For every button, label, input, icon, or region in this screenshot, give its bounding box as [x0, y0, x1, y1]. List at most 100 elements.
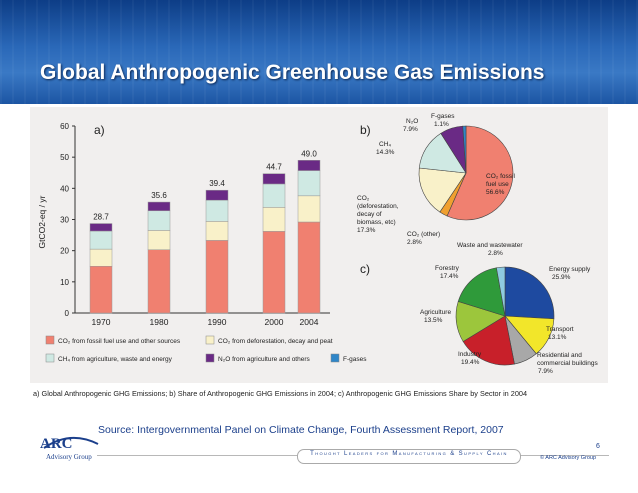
pie-c-slice-label: commercial buildings — [537, 360, 598, 367]
x-tick-label: 1970 — [92, 317, 111, 327]
figure-svg: a) 0 10 20 30 40 50 60 GtCO2-eq / yr 28.7 1970 35.6… — [37, 113, 598, 375]
bar-segment — [297, 221, 321, 314]
pie-b-slice-label: CO₂ (other) — [407, 231, 440, 238]
pie-c-slice — [496, 266, 506, 317]
panel-a-label: a) — [94, 123, 105, 137]
y-tick-label: 60 — [60, 122, 69, 131]
bar-total-label: 39.4 — [209, 179, 225, 188]
bar-segment — [147, 230, 171, 250]
pie-b-slice-value: 2.8% — [407, 239, 422, 246]
pie-c-slice — [457, 267, 506, 317]
legend-label: F-gases — [343, 356, 367, 363]
bar-segment — [205, 199, 229, 222]
y-tick-label: 50 — [60, 153, 69, 162]
pie-b-slice-value: 1.1% — [434, 121, 449, 128]
x-tick-label: 2004 — [300, 317, 319, 327]
pie-b-slice-label: (deforestation, — [357, 203, 399, 210]
source-citation: Source: Intergovernmental Panel on Clima… — [98, 424, 504, 436]
bar-segment — [262, 231, 286, 314]
pie-b-slice-label: F-gases — [431, 113, 455, 120]
pie-c-slice-value: 17.4% — [440, 273, 459, 280]
legend-label: CO₂ from deforestation, decay and peat — [218, 338, 333, 345]
pie-c-slice-label: Residential and — [537, 352, 582, 359]
bar-segment — [262, 207, 286, 232]
logo-subtext: Advisory Group — [46, 453, 92, 461]
y-tick-label: 20 — [60, 247, 69, 256]
pie-c-slice — [462, 315, 515, 366]
x-tick-label: 2000 — [265, 317, 284, 327]
pie-b-slice-label: CO₂ fossil — [486, 173, 515, 180]
bar-segment — [89, 266, 113, 314]
bar-segment — [297, 170, 321, 197]
pie-c-slice-label: Agriculture — [420, 309, 451, 316]
pie-c-slice-value: 19.4% — [461, 359, 480, 366]
bar-segment — [147, 201, 171, 212]
bar-total-label: 44.7 — [266, 163, 282, 172]
pie-b-slice-label: N₂O — [406, 118, 418, 125]
x-tick-label: 1980 — [150, 317, 169, 327]
legend-swatch — [45, 335, 55, 345]
bar-segment — [297, 160, 321, 171]
pie-b-slice-label: CO₂ — [357, 195, 370, 202]
pie-b-slice-value: 56.6% — [486, 189, 505, 196]
legend-label: N₂O from agriculture and others — [218, 356, 311, 363]
bar-total-label: 35.6 — [151, 191, 167, 200]
legend-swatch — [330, 353, 340, 363]
bar-segment — [147, 249, 171, 314]
y-tick-label: 0 — [65, 309, 70, 318]
panel-c-label: c) — [360, 262, 370, 276]
pie-c-slice-value: 13.5% — [424, 317, 443, 324]
bar-segment — [205, 221, 229, 241]
y-tick-label: 30 — [60, 216, 69, 225]
bar-total-label: 49.0 — [301, 149, 317, 158]
panel-b-label: b) — [360, 123, 371, 137]
pie-c-slice-value: 13.1% — [548, 334, 567, 341]
pie-b-slice-label: decay of — [357, 211, 382, 218]
bar-segment — [205, 240, 229, 314]
pie-c-slice — [504, 266, 555, 320]
bar-segment — [205, 189, 229, 201]
pie-c-slice-value: 2.8% — [488, 250, 503, 257]
pie-c-slice-label: Energy supply — [549, 266, 591, 273]
page-number: 6 — [596, 443, 600, 450]
legend-swatch — [205, 335, 215, 345]
pie-c-slice-value: 7.9% — [538, 368, 553, 375]
bar-segment — [89, 223, 113, 232]
tagline: Thought Leaders for Manufacturing & Supp… — [310, 451, 508, 457]
legend-swatch — [205, 353, 215, 363]
figure-caption: a) Global Anthropogenic GHG Emissions; b… — [33, 389, 528, 398]
bar-segment — [89, 248, 113, 267]
logo-text: ARC — [40, 436, 73, 452]
pie-b-slice — [446, 125, 514, 221]
pie-b-slice-label: biomass, etc) — [357, 219, 396, 226]
bar-segment — [297, 195, 321, 223]
title-banner — [0, 0, 638, 104]
y-tick-label: 10 — [60, 278, 69, 287]
copyright: © ARC Advisory Group — [540, 455, 597, 461]
pie-b-slice — [462, 125, 467, 174]
pie-c-slice-value: 25.9% — [552, 274, 571, 281]
pie-c-slice-label: Waste and wastewater — [457, 242, 523, 249]
pie-c-slice-label: Forestry — [435, 265, 460, 272]
bar-segment — [147, 210, 171, 231]
y-axis-label: GtCO2-eq / yr — [37, 195, 47, 248]
pie-b-slice-label: CH₄ — [379, 141, 391, 148]
pie-b-slice — [418, 167, 467, 213]
tagline-frame — [297, 449, 521, 464]
bar-segment — [262, 173, 286, 185]
pie-c-slice-label: Transport — [546, 326, 574, 333]
pie-b-slice-value: 14.3% — [376, 149, 395, 156]
legend-label: CH₄ from agriculture, waste and energy — [58, 356, 173, 363]
bar-segment — [262, 183, 286, 208]
bar-segment — [89, 230, 113, 250]
pie-c-slice-label: Industry — [458, 351, 482, 358]
y-tick-label: 40 — [60, 184, 69, 193]
slide-title: Global Anthropogenic Greenhouse Gas Emis… — [40, 61, 545, 84]
legend-label: CO₂ from fossil fuel use and other sourc… — [58, 338, 181, 345]
bar-total-label: 28.7 — [93, 213, 109, 222]
pie-b-slice-label: fuel use — [486, 181, 509, 188]
pie-b-slice-value: 7.9% — [403, 126, 418, 133]
ghg-figure: a) 0 10 20 30 40 50 60 GtCO2-eq / yr 28.7 1970 35.6… — [30, 107, 608, 383]
arc-logo-icon — [43, 437, 99, 449]
legend-swatch — [45, 353, 55, 363]
